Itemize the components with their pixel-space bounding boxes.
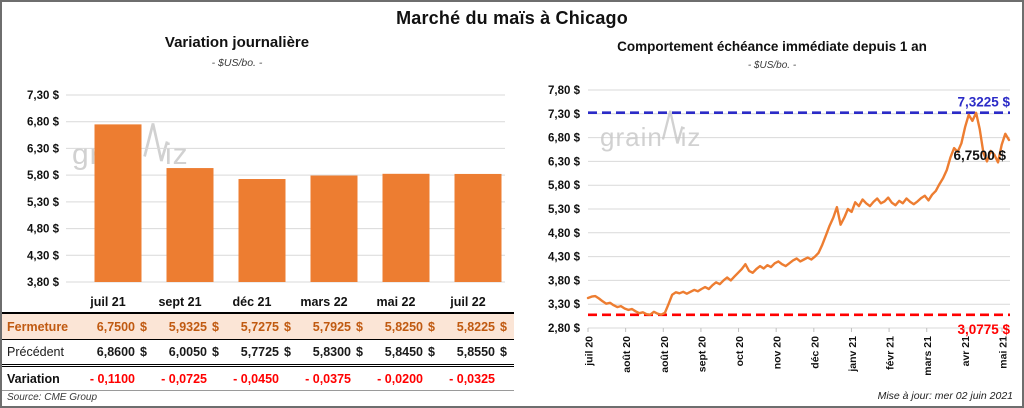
y-axis-label: 7,30 $ bbox=[548, 109, 581, 121]
x-axis-label: août 20 bbox=[659, 336, 671, 373]
x-axis-label: déc 20 bbox=[809, 336, 821, 369]
col-header: mars 22 bbox=[300, 295, 348, 309]
row-label: Fermeture bbox=[7, 319, 69, 334]
y-axis-label: 4,30 $ bbox=[548, 252, 581, 264]
y-axis-label: 4,30 $ bbox=[27, 250, 60, 262]
col-header: mai 22 bbox=[376, 295, 416, 309]
y-axis-label: 6,30 $ bbox=[27, 143, 60, 155]
watermark-text: iz bbox=[681, 122, 702, 152]
x-axis-label: juil 20 bbox=[584, 336, 596, 367]
col-header: sept 21 bbox=[158, 295, 202, 309]
table-row-fermeture: Fermeture 6,7500 $ 5,9325 $ 5,7275 $ 5,7925… bbox=[2, 314, 514, 340]
y-axis-label: 5,80 $ bbox=[27, 170, 60, 182]
table-cell: 6,0050 $ bbox=[168, 345, 219, 359]
row-label: Variation bbox=[7, 371, 60, 386]
bar-déc 21 bbox=[238, 179, 286, 282]
y-axis-label: 3,80 $ bbox=[27, 277, 60, 289]
x-axis-label: mai 21 bbox=[998, 336, 1010, 369]
table-cell: 6,8600 $ bbox=[96, 345, 147, 359]
last-price-label: 6,7500 $ bbox=[953, 148, 1006, 163]
price-line bbox=[586, 111, 1011, 316]
x-axis-label: oct 20 bbox=[734, 336, 746, 367]
front-month-line-chart: 7,80 $ 7,30 $ 6,80 $ 6,30 $ 5,80 $ 5,30 $ 4,80… bbox=[548, 85, 1011, 376]
y-axis-label: 5,30 $ bbox=[27, 197, 60, 209]
table-row-precedent: Précédent 6,8600 $ 6,0050 $ 5,7725 $ 5,8300… bbox=[2, 340, 514, 367]
table-cell: 6,7500 $ bbox=[96, 319, 147, 334]
table-row-variation: Variation - 0,1100 - 0,0725 - 0,0450 - 0… bbox=[2, 367, 514, 391]
bar-juil 22 bbox=[454, 173, 502, 282]
table-cell: 5,8550 $ bbox=[456, 345, 507, 359]
bar-mai 22 bbox=[382, 173, 430, 282]
x-axis-label: mars 21 bbox=[922, 336, 934, 376]
source-note: Source: CME Group bbox=[7, 392, 98, 403]
col-header: déc 21 bbox=[232, 295, 272, 309]
col-header: juil 21 bbox=[90, 295, 126, 309]
watermark-text: iz bbox=[165, 138, 189, 171]
x-axis-label: sept 20 bbox=[696, 336, 708, 372]
table-cell: - 0,0375 bbox=[305, 371, 351, 386]
y-axis-label: 3,80 $ bbox=[548, 275, 581, 287]
page-title: Marché du maïs à Chicago bbox=[396, 8, 628, 28]
x-axis-label: nov 20 bbox=[772, 336, 784, 369]
price-table: juil 21 sept 21 déc 21 mars 22 mai 22 ju… bbox=[2, 292, 514, 391]
y-axis-label: 5,80 $ bbox=[548, 180, 581, 192]
table-cell: 5,8450 $ bbox=[384, 345, 435, 359]
table-cell: 5,7725 $ bbox=[240, 345, 291, 359]
table-cell: - 0,0200 bbox=[377, 371, 423, 386]
table-header-row: juil 21 sept 21 déc 21 mars 22 mai 22 ju… bbox=[2, 292, 514, 314]
min-value-label: 3,0775 $ bbox=[957, 322, 1010, 337]
table-cell: 5,9325 $ bbox=[168, 319, 219, 334]
row-label: Précédent bbox=[7, 345, 64, 359]
y-axis-label: 4,80 $ bbox=[27, 224, 60, 236]
y-axis-label: 7,30 $ bbox=[27, 90, 60, 102]
line-chart-subtitle: - $US/bo. - bbox=[747, 60, 797, 71]
table-cell: 5,7925 $ bbox=[312, 319, 363, 334]
col-header: juil 22 bbox=[450, 295, 486, 309]
bar-chart-subtitle: - $US/bo. - bbox=[211, 57, 263, 69]
x-axis-label: avr 21 bbox=[960, 336, 972, 367]
daily-variation-bar-chart: grainiz7,30 $6,80 $6,30 $5,80 $5,30 $4,8… bbox=[27, 90, 505, 289]
y-axis-label: 4,80 $ bbox=[548, 228, 581, 240]
table-cell: - 0,0325 bbox=[449, 371, 495, 386]
table-cell: - 0,0725 bbox=[161, 371, 207, 386]
max-value-label: 7,3225 $ bbox=[957, 95, 1010, 110]
y-axis-label: 2,80 $ bbox=[548, 323, 581, 335]
y-axis-label: 7,80 $ bbox=[548, 85, 581, 97]
y-axis-label: 3,30 $ bbox=[548, 299, 581, 311]
table-cell: - 0,0450 bbox=[233, 371, 279, 386]
bar-sept 21 bbox=[166, 168, 214, 282]
bar-juil 21 bbox=[94, 124, 142, 282]
y-axis-label: 6,80 $ bbox=[27, 117, 60, 129]
update-note: Mise à jour: mer 02 juin 2021 bbox=[877, 390, 1013, 402]
bar-mars 22 bbox=[310, 175, 358, 282]
x-axis-label: août 20 bbox=[621, 336, 633, 373]
watermark-spike bbox=[661, 110, 684, 144]
table-cell: 5,8300 $ bbox=[312, 345, 363, 359]
table-cell: 5,7275 $ bbox=[240, 319, 291, 334]
line-chart-title: Comportement échéance immédiate depuis 1… bbox=[617, 39, 927, 54]
table-cell: 5,8225 $ bbox=[456, 319, 507, 334]
y-axis-label: 5,30 $ bbox=[548, 204, 581, 216]
x-axis-label: janv 21 bbox=[847, 336, 859, 373]
table-cell: - 0,1100 bbox=[89, 371, 135, 386]
y-axis-label: 6,80 $ bbox=[548, 133, 581, 145]
bar-chart-title: Variation journalière bbox=[164, 34, 310, 51]
x-axis-label: févr 21 bbox=[885, 336, 897, 370]
watermark-text: grain bbox=[600, 122, 663, 152]
y-axis-label: 6,30 $ bbox=[548, 156, 581, 168]
table-cell: 5,8250 $ bbox=[384, 319, 435, 334]
watermark-spike bbox=[143, 123, 169, 162]
